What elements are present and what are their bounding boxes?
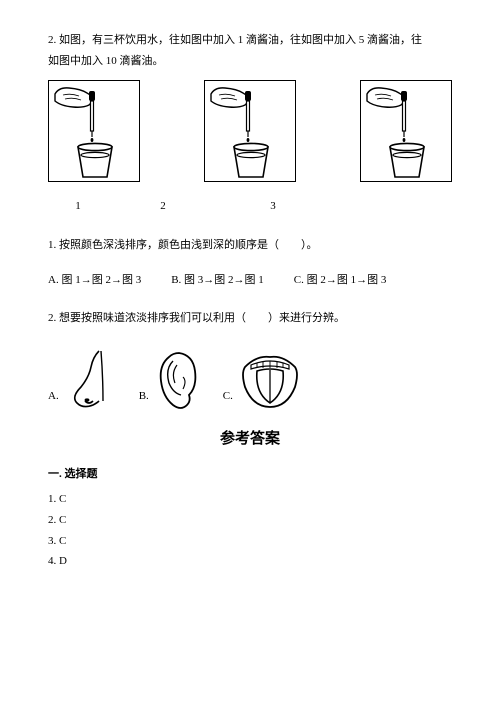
option-b-ear: B.	[139, 347, 203, 413]
nose-icon	[63, 347, 119, 413]
q1-option-c: C. 图 2→图 1→图 3	[294, 270, 387, 291]
figure-1	[48, 80, 140, 182]
answers-section: 一. 选择题	[48, 464, 452, 485]
q1-option-b: B. 图 3→图 2→图 1	[171, 270, 264, 291]
question-2-intro: 2. 如图，有三杯饮用水，往如图中加入 1 滴酱油，往如图中加入 5 滴酱油，往…	[48, 30, 452, 72]
figure-3	[360, 80, 452, 182]
answer-1: 1. C	[48, 489, 452, 510]
fig-label-3: 3	[218, 196, 328, 217]
answers-title: 参考答案	[48, 425, 452, 454]
opt-b-label: B.	[139, 386, 149, 407]
figure-labels: 1 2 3	[48, 196, 452, 217]
answer-4: 4. D	[48, 551, 452, 572]
question-1: 1. 按照颜色深浅排序，颜色由浅到深的顺序是（ ）。	[48, 235, 452, 256]
mouth-icon	[237, 353, 303, 413]
answer-2: 2. C	[48, 510, 452, 531]
answer-3: 3. C	[48, 531, 452, 552]
option-a-nose: A.	[48, 347, 119, 413]
sense-options: A. B. C.	[48, 347, 452, 413]
option-c-mouth: C.	[223, 353, 303, 413]
fig-label-1: 1	[48, 196, 108, 217]
figure-row	[48, 80, 452, 182]
intro-line1: 2. 如图，有三杯饮用水，往如图中加入 1 滴酱油，往如图中加入 5 滴酱油，往	[48, 34, 422, 46]
q1-options: A. 图 1→图 2→图 3 B. 图 3→图 2→图 1 C. 图 2→图 1…	[48, 270, 452, 291]
ear-icon	[153, 347, 203, 413]
opt-a-label: A.	[48, 386, 59, 407]
opt-c-label: C.	[223, 386, 233, 407]
q1-option-a: A. 图 1→图 2→图 3	[48, 270, 141, 291]
figure-2	[204, 80, 296, 182]
intro-line2: 如图中加入 10 滴酱油。	[48, 55, 164, 67]
fig-label-2: 2	[108, 196, 218, 217]
question-2: 2. 想要按照味道浓淡排序我们可以利用（ ）来进行分辨。	[48, 308, 452, 329]
